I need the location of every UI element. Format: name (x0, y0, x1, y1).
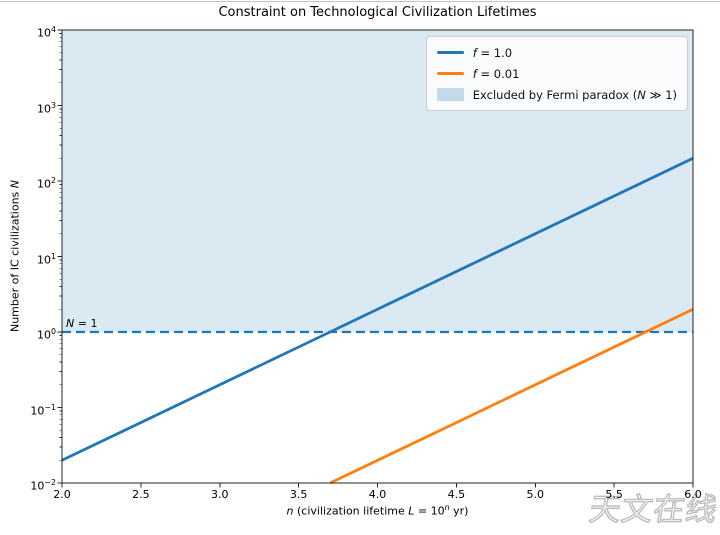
line-f-1-0 (61, 157, 694, 462)
x-tick-label: 3.0 (211, 488, 229, 501)
x-axis-label: n (civilization lifetime L = 10n yr) (286, 503, 469, 518)
chart-title: Constraint on Technological Civilization… (218, 5, 537, 20)
x-tick-label: 5.0 (526, 488, 545, 501)
x-tick-label: 4.0 (368, 488, 387, 501)
legend-line-swatch (436, 51, 464, 54)
x-tick-label: 3.5 (289, 488, 308, 501)
legend-line-swatch (436, 72, 464, 75)
x-tick-label: 2.5 (132, 488, 150, 501)
legend-item-label: f = 1.0 (472, 45, 513, 60)
y-tick-label: 10−2 (30, 478, 56, 493)
legend: f = 1.0 f = 0.01 Excluded by Fermi paradox… (425, 36, 688, 111)
y-tick-label: 101 (36, 251, 56, 267)
y-tick-label: 102 (36, 176, 56, 191)
y-tick-label: 104 (36, 25, 56, 40)
y-tick-label: 103 (36, 100, 56, 116)
legend-patch-swatch (436, 88, 464, 101)
y-axis-label: Number of IC civilizations N (8, 179, 22, 333)
n-equals-1-annotation: N = 1 (66, 317, 98, 330)
x-tick-label: 5.5 (605, 488, 623, 501)
x-tick-label: 6.0 (684, 488, 702, 501)
x-tick-label: 4.5 (447, 488, 466, 501)
x-tick-label: 2.0 (53, 488, 71, 501)
legend-item-label: Excluded by Fermi paradox (N ≫ 1) (472, 87, 677, 102)
legend-item-label: f = 0.01 (472, 66, 520, 81)
legend-item-excluded-by-fermi-paradox-n-1: Excluded by Fermi paradox (N ≫ 1) (436, 86, 677, 103)
line-f-0-01 (329, 308, 694, 485)
legend-item-f-1-0: f = 1.0 (436, 44, 677, 61)
legend-item-f-0-01: f = 0.01 (436, 65, 677, 82)
top-border-line (0, 1, 720, 2)
y-tick-label: 100 (36, 327, 56, 342)
y-tick-label: 10−1 (30, 402, 56, 418)
